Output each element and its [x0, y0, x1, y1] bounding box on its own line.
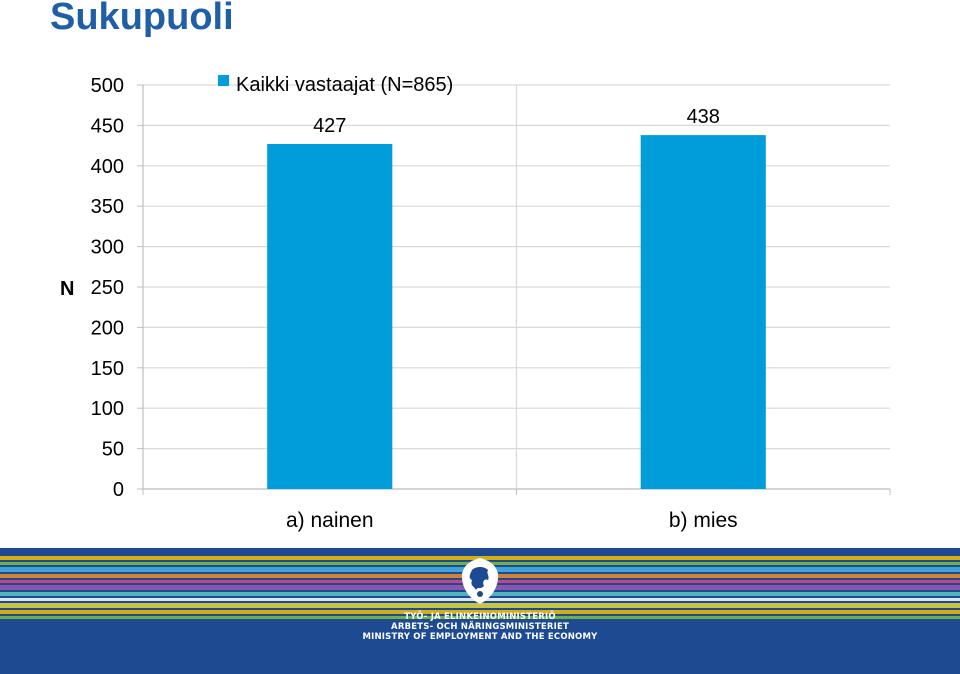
y-tick-label: 150	[91, 358, 124, 380]
gridlines	[142, 84, 890, 490]
data-labels: 427 438	[313, 106, 720, 137]
stripe	[0, 616, 960, 619]
y-tick-label: 350	[91, 196, 124, 218]
y-axis-ticks: 0 50 100 150 200 250 300 350 400 450 500	[91, 75, 143, 501]
stripe	[0, 610, 960, 614]
x-tick-label: b) mies	[669, 509, 738, 532]
y-tick-label: 450	[91, 115, 124, 137]
finnish-lion-crest-icon	[461, 558, 499, 604]
footer-banner: TYÖ- JA ELINKEINOMINISTERIÖ ARBETS- OCH …	[0, 548, 960, 674]
y-tick-label: 200	[91, 317, 124, 339]
x-tick-label: a) nainen	[286, 509, 374, 532]
x-axis-ticks: a) nainen b) mies	[142, 489, 891, 532]
y-axis-label: N	[60, 278, 74, 300]
data-label: 438	[687, 106, 720, 128]
legend-swatch	[218, 75, 229, 86]
bars	[267, 135, 766, 489]
stripe	[0, 603, 960, 608]
y-tick-label: 400	[91, 156, 124, 178]
y-tick-label: 100	[91, 398, 124, 420]
y-tick-label: 0	[113, 479, 124, 501]
data-label: 427	[313, 115, 346, 137]
y-tick-label: 500	[91, 75, 124, 97]
legend: Kaikki vastaajat (N=865)	[218, 74, 453, 96]
bar	[267, 143, 393, 489]
slide-title: Sukupuoli	[50, 0, 234, 38]
bar	[640, 135, 766, 489]
y-tick-label: 50	[102, 439, 124, 461]
ministry-name-en: MINISTRY OF EMPLOYMENT AND THE ECONOMY	[362, 632, 598, 642]
y-tick-label: 250	[91, 277, 124, 299]
y-tick-label: 300	[91, 237, 124, 259]
bar-chart: 0 50 100 150 200 250 300 350 400 450 500 427 438 a)…	[60, 74, 891, 532]
ministry-name-fi: TYÖ- JA ELINKEINOMINISTERIÖ	[404, 612, 556, 622]
ministry-name-sv: ARBETS- OCH NÄRINGSMINISTERIET	[391, 622, 569, 632]
ministry-name: TYÖ- JA ELINKEINOMINISTERIÖ ARBETS- OCH …	[340, 612, 620, 642]
legend-label: Kaikki vastaajat (N=865)	[236, 74, 453, 96]
